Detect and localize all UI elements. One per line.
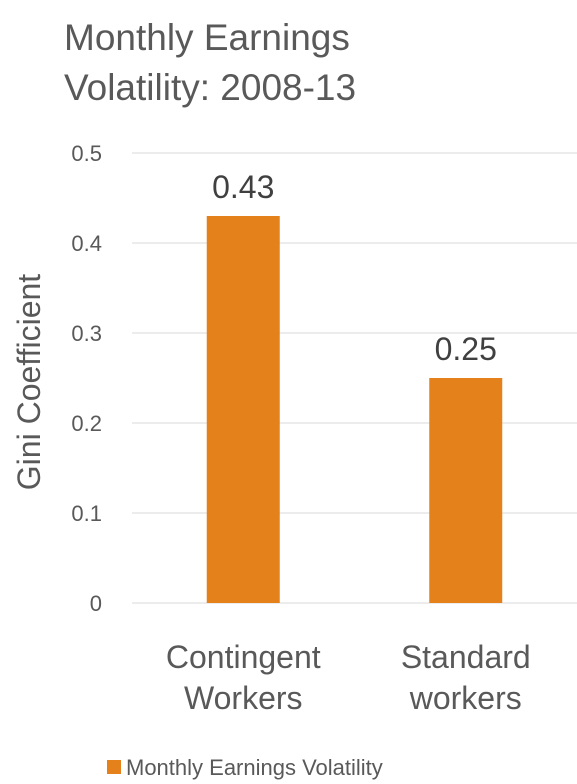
category-label-0-line-0: Contingent <box>166 639 321 675</box>
y-tick-label-2: 0.2 <box>71 411 102 436</box>
y-tick-label-3: 0.3 <box>71 321 102 346</box>
y-tick-label-0: 0 <box>90 591 102 616</box>
data-label-1: 0.25 <box>435 331 497 367</box>
legend: Monthly Earnings Volatility <box>107 755 383 780</box>
legend-swatch <box>107 760 121 774</box>
y-axis-title: Gini Coefficient <box>11 274 47 491</box>
gridlines <box>132 152 577 604</box>
y-axis-ticks: 0 0.1 0.2 0.3 0.4 0.5 <box>71 141 102 616</box>
bars <box>206 216 503 603</box>
category-label-0-line-1: Workers <box>184 680 303 716</box>
category-label-1-line-1: workers <box>409 680 522 716</box>
category-label-1-line-0: Standard <box>401 639 531 675</box>
bar-0 <box>206 216 280 603</box>
bar-1 <box>429 378 503 603</box>
legend-label: Monthly Earnings Volatility <box>126 755 383 780</box>
chart-title-line-1: Monthly Earnings <box>64 17 350 58</box>
y-tick-label-5: 0.5 <box>71 141 102 166</box>
y-tick-label-4: 0.4 <box>71 231 102 256</box>
y-tick-label-1: 0.1 <box>71 501 102 526</box>
data-labels: 0.43 0.25 <box>212 169 497 367</box>
x-axis-categories: Contingent Workers Standard workers <box>166 639 531 716</box>
data-label-0: 0.43 <box>212 169 274 205</box>
chart-title-line-2: Volatility: 2008-13 <box>64 67 356 108</box>
